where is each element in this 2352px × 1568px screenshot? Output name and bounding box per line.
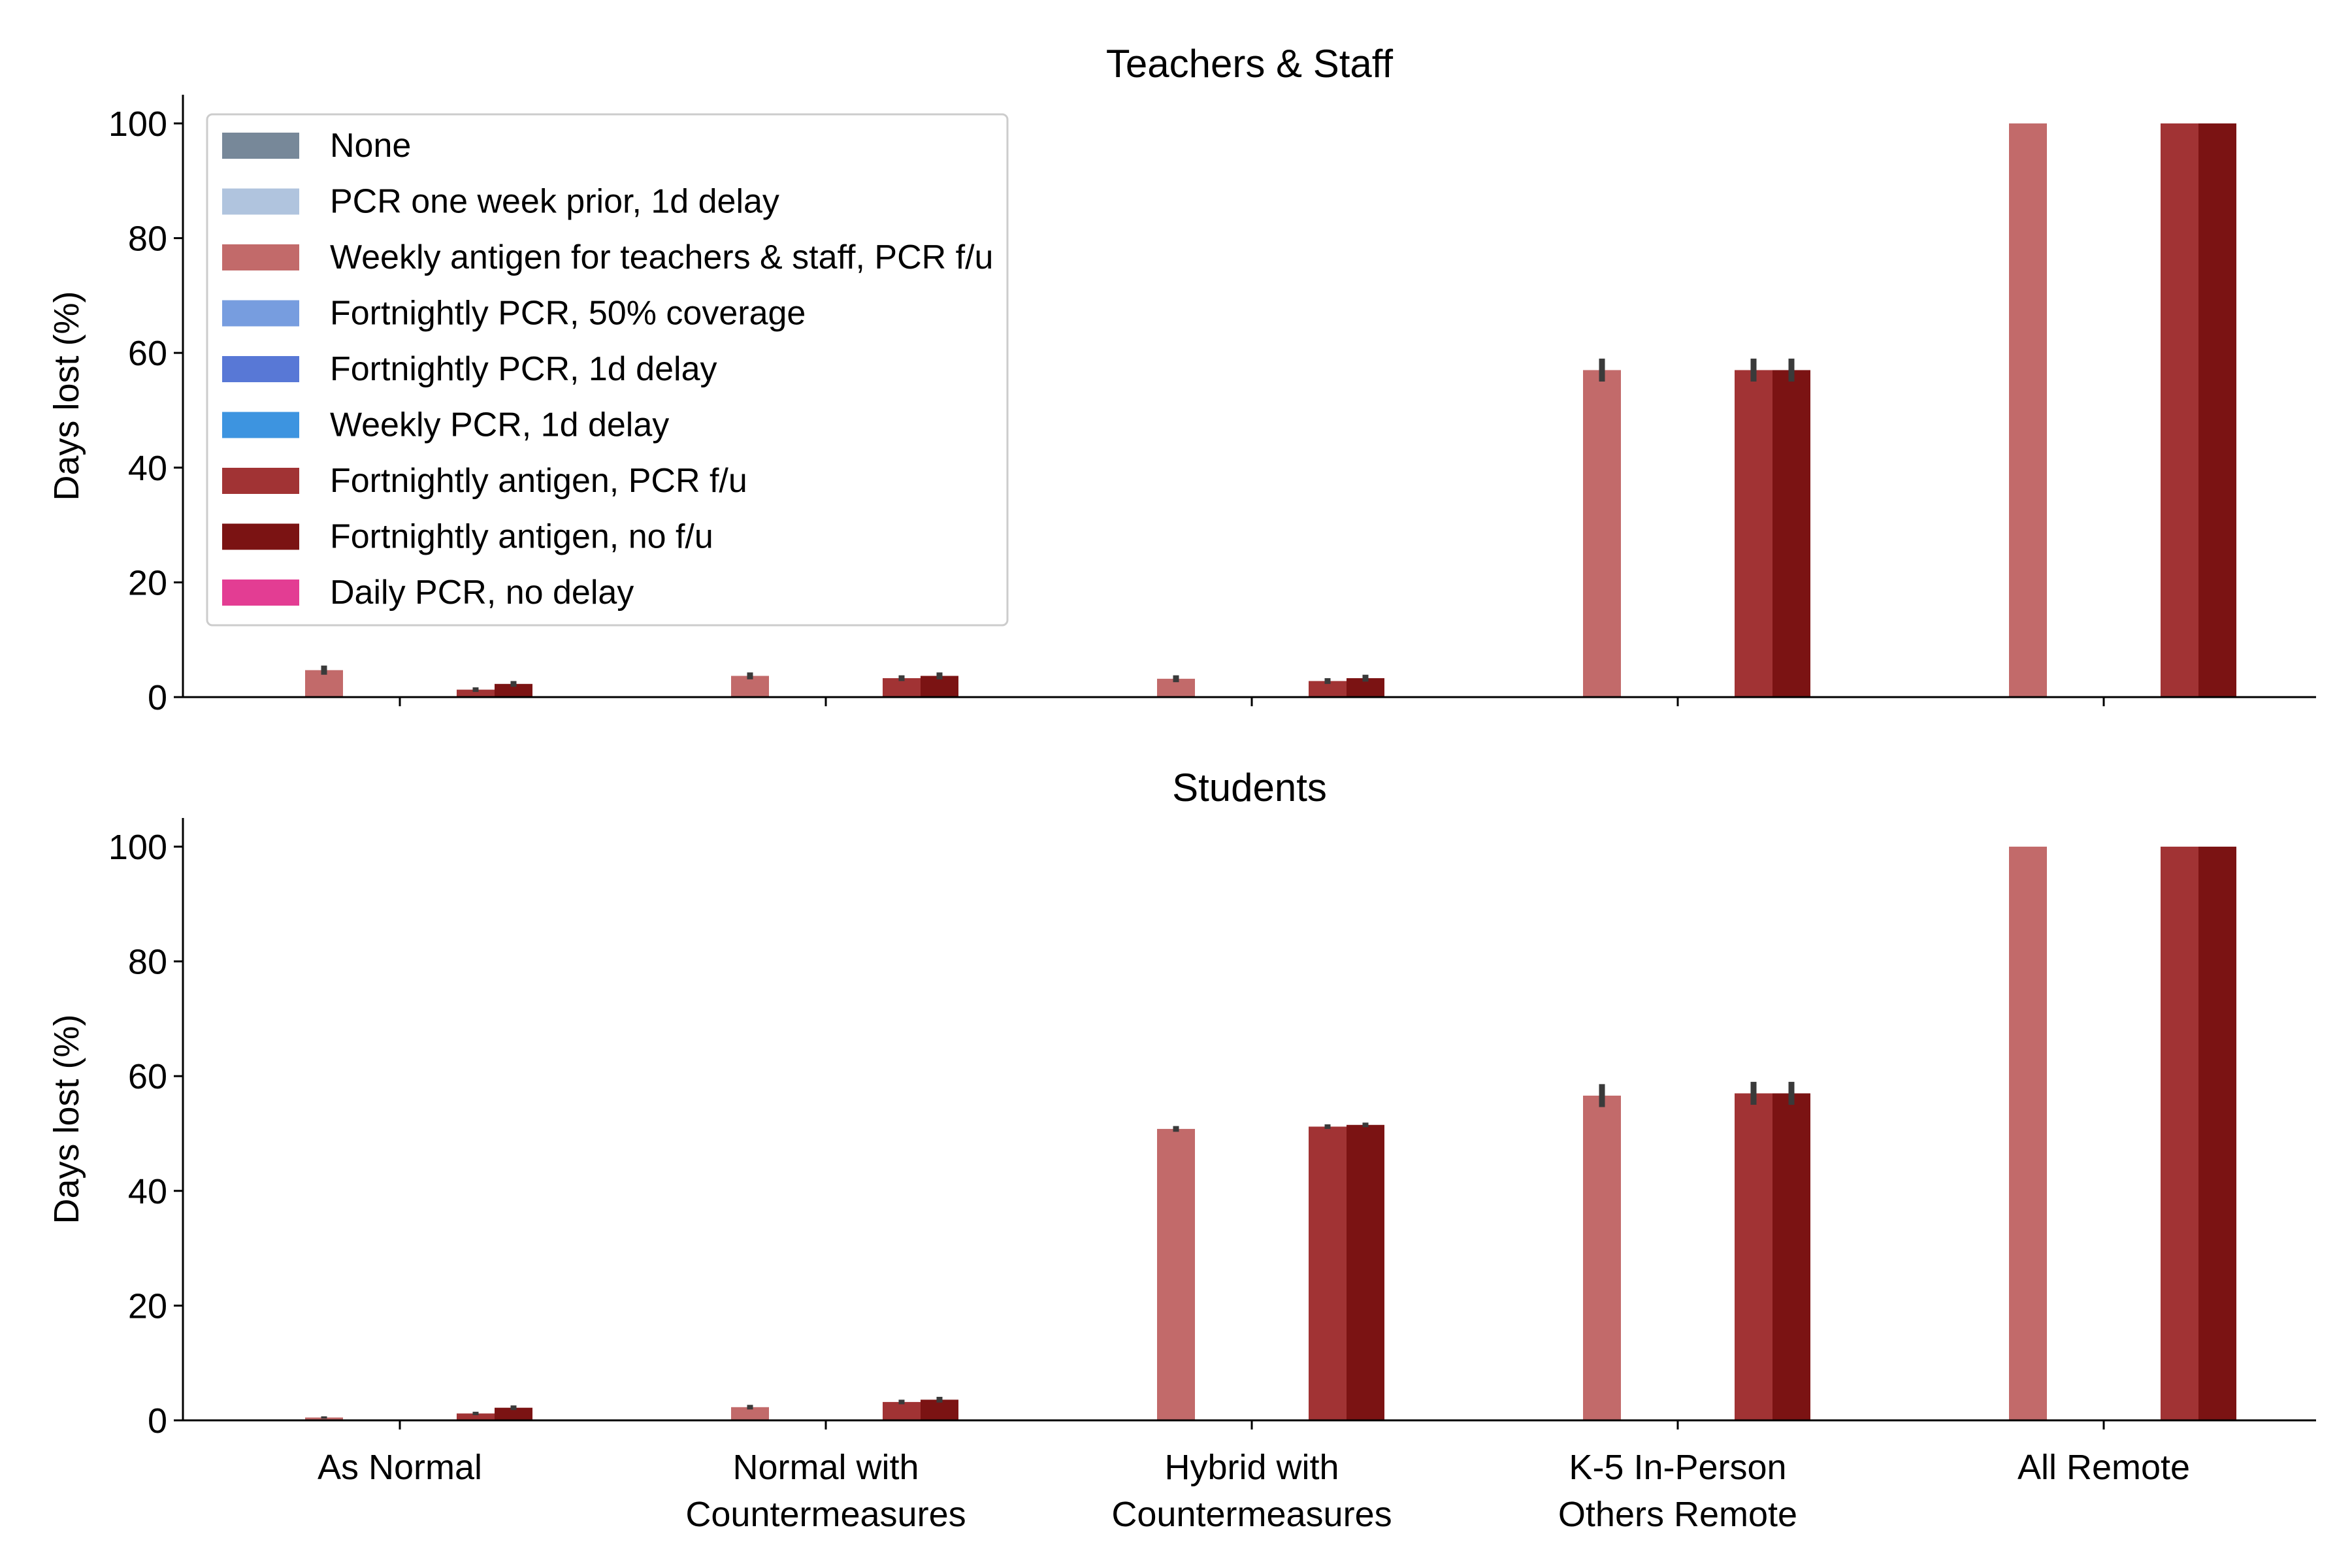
bar bbox=[1583, 1095, 1621, 1420]
x-tick-label: Hybrid with bbox=[1164, 1448, 1339, 1487]
y-tick-label: 100 bbox=[108, 828, 167, 867]
legend-swatch bbox=[222, 580, 299, 606]
bar bbox=[921, 676, 958, 697]
bar bbox=[495, 1407, 532, 1420]
y-tick-label: 100 bbox=[108, 105, 167, 144]
x-tick-label: K-5 In-Person bbox=[1569, 1448, 1786, 1487]
legend: None PCR one week prior, 1d delay Weekly a… bbox=[206, 113, 1009, 627]
bar bbox=[2198, 846, 2236, 1420]
bar bbox=[1157, 1128, 1195, 1420]
bar bbox=[731, 1407, 769, 1420]
y-tick-label: 80 bbox=[128, 220, 167, 259]
x-tick-label: All Remote bbox=[2017, 1448, 2190, 1487]
panel-title: Students bbox=[1172, 766, 1327, 809]
legend-swatch bbox=[222, 468, 299, 494]
panel-students: Students Days lost (%) 0 20 40 60 80 100 As Norm… bbox=[47, 766, 2316, 1534]
bar bbox=[921, 1399, 958, 1420]
legend-label: None bbox=[330, 127, 411, 165]
bar bbox=[2161, 123, 2198, 697]
bar bbox=[457, 689, 495, 697]
legend-swatch bbox=[222, 133, 299, 159]
bar bbox=[2161, 846, 2198, 1420]
bar bbox=[731, 676, 769, 697]
x-tick-label: As Normal bbox=[318, 1448, 482, 1487]
x-tick-label: Others Remote bbox=[1558, 1495, 1797, 1534]
x-tick-label: Countermeasures bbox=[685, 1495, 966, 1534]
legend-label: Fortnightly PCR, 1d delay bbox=[330, 350, 717, 388]
x-tick-label: Countermeasures bbox=[1111, 1495, 1392, 1534]
y-tick-label: 0 bbox=[148, 678, 167, 717]
panel-teachers-staff: Teachers & Staff Days lost (%) 0 20 40 60 80 10… bbox=[47, 42, 2316, 717]
bar bbox=[2198, 123, 2236, 697]
legend-swatch bbox=[222, 300, 299, 327]
y-tick-label: 60 bbox=[128, 1057, 167, 1096]
bar bbox=[883, 678, 921, 697]
legend-label: PCR one week prior, 1d delay bbox=[330, 183, 779, 221]
legend-swatch bbox=[222, 356, 299, 382]
bar bbox=[495, 683, 532, 697]
legend-swatch bbox=[222, 412, 299, 438]
x-tick-label: Normal with bbox=[732, 1448, 919, 1487]
legend-label: Fortnightly antigen, no f/u bbox=[330, 518, 713, 556]
legend-label: Weekly PCR, 1d delay bbox=[330, 406, 669, 444]
legend-label: Fortnightly PCR, 50% coverage bbox=[330, 295, 806, 333]
y-tick-label: 40 bbox=[128, 449, 167, 488]
bar bbox=[305, 1417, 343, 1420]
legend-label: Fortnightly antigen, PCR f/u bbox=[330, 462, 747, 500]
legend-swatch bbox=[222, 523, 299, 550]
bar bbox=[1735, 1093, 1772, 1420]
bar bbox=[2009, 123, 2047, 697]
y-axis-label: Days lost (%) bbox=[47, 291, 86, 500]
bar bbox=[1772, 370, 1810, 697]
legend-swatch bbox=[222, 188, 299, 215]
y-tick-label: 40 bbox=[128, 1172, 167, 1211]
y-tick-label: 80 bbox=[128, 943, 167, 982]
legend-frame bbox=[206, 113, 1009, 627]
y-tick-label: 0 bbox=[148, 1401, 167, 1441]
bar bbox=[1583, 370, 1621, 697]
legend-label: Weekly antigen for teachers & staff, PCR… bbox=[330, 238, 993, 276]
legend-label: Daily PCR, no delay bbox=[330, 574, 634, 612]
y-tick-label: 20 bbox=[128, 563, 167, 602]
bar bbox=[1347, 1124, 1384, 1420]
bar bbox=[1309, 1126, 1347, 1420]
bar bbox=[883, 1401, 921, 1420]
bar bbox=[1735, 370, 1772, 697]
legend-swatch bbox=[222, 244, 299, 270]
bar bbox=[1772, 1093, 1810, 1420]
y-tick-label: 20 bbox=[128, 1286, 167, 1326]
bar bbox=[457, 1413, 495, 1420]
panel-title: Teachers & Staff bbox=[1106, 42, 1393, 86]
y-tick-label: 60 bbox=[128, 334, 167, 373]
y-axis-label: Days lost (%) bbox=[47, 1014, 86, 1224]
bar bbox=[2009, 846, 2047, 1420]
